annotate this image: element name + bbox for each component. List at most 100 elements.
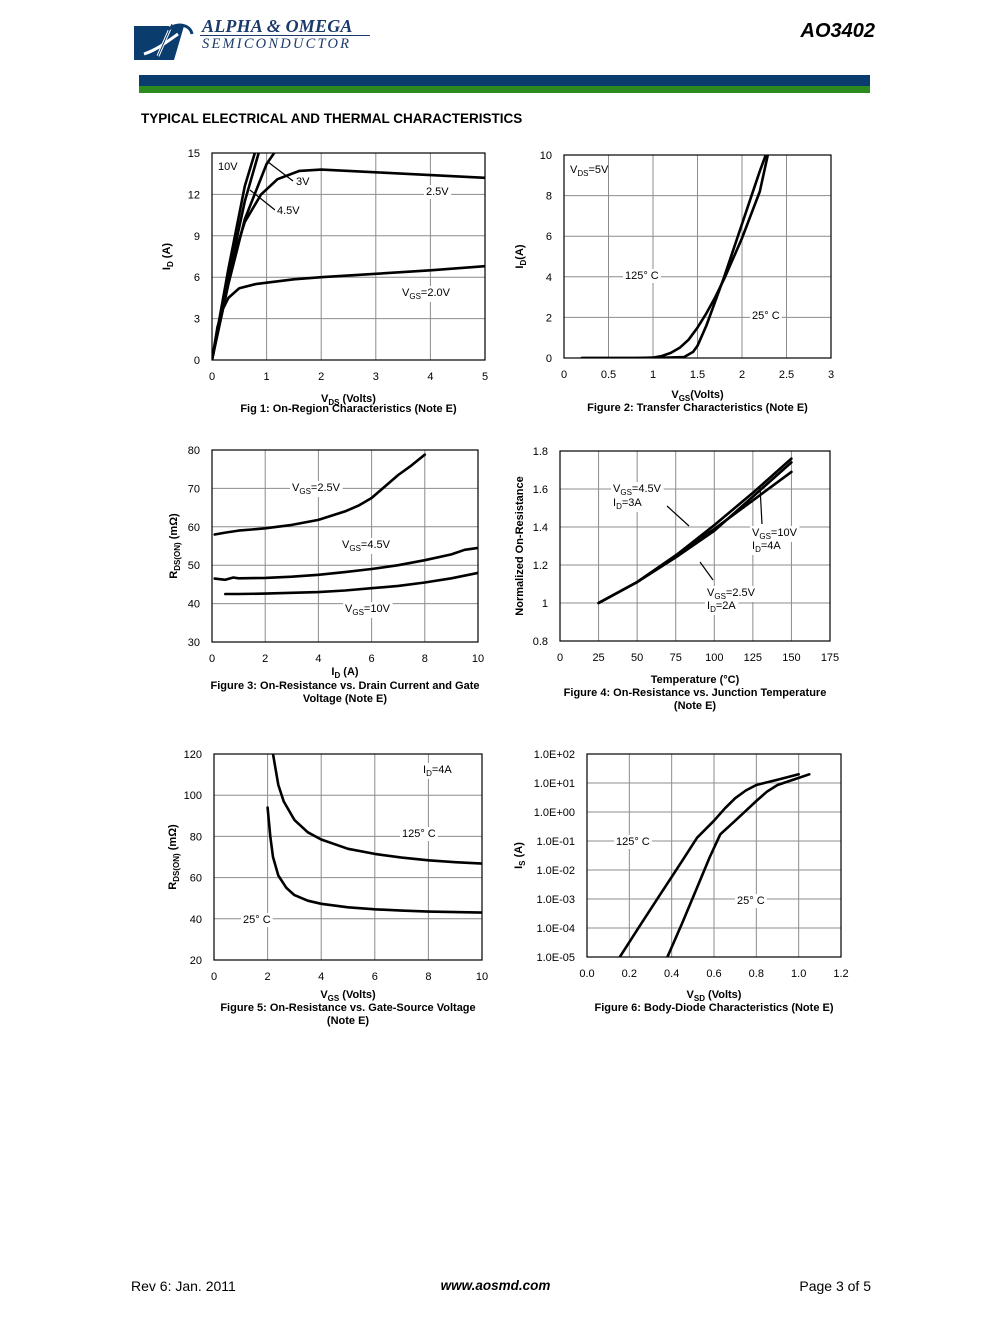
- footer-revision: Rev 6: Jan. 2011: [131, 1278, 236, 1294]
- y-tick-label: 1.0E-04: [536, 923, 575, 935]
- curve-label: 3V: [296, 176, 310, 188]
- y-tick-label: 30: [188, 637, 200, 649]
- ao-logo-icon: [134, 23, 194, 60]
- label-backdrop: [343, 602, 393, 618]
- x-axis-label: VDS (Volts): [321, 393, 376, 407]
- x-tick-label: 2: [265, 971, 271, 983]
- curve-label: 25° C: [737, 895, 765, 907]
- series-vgs-2-5v-id-2a: [597, 461, 793, 605]
- label-backdrop: [400, 286, 453, 302]
- x-tick-label: 125: [744, 652, 762, 664]
- curve-label: 125° C: [625, 270, 659, 282]
- label-backdrop: [275, 204, 303, 218]
- y-tick-label: 1.0E-01: [536, 836, 575, 848]
- series-25-c: [580, 155, 768, 358]
- y-tick-label: 1.0E-02: [536, 865, 575, 877]
- figure-caption: Figure 2: Transfer Characteristics (Note…: [587, 402, 808, 414]
- curve-label: VGS=4.5V: [342, 539, 391, 553]
- x-tick-label: 1.0: [791, 968, 806, 980]
- curve-label: 4.5V: [277, 205, 300, 217]
- series-vgs-4-5v: [213, 546, 478, 582]
- footer-website[interactable]: www.aosmd.com: [440, 1278, 551, 1293]
- y-tick-label: 0.8: [533, 636, 548, 648]
- x-axis-label: ID (A): [331, 666, 359, 680]
- label-backdrop: [611, 482, 664, 498]
- figure-caption: Figure 5: On-Resistance vs. Gate-Source …: [220, 1002, 475, 1014]
- y-tick-label: 20: [190, 955, 202, 967]
- x-tick-label: 0: [209, 653, 215, 665]
- curve-label: 10V: [218, 161, 238, 173]
- label-backdrop: [705, 586, 758, 602]
- x-tick-label: 0.5: [601, 369, 616, 381]
- figure-caption: Fig 1: On-Region Characteristics (Note E…: [240, 403, 457, 415]
- figure-caption: Figure 3: On-Resistance vs. Drain Curren…: [211, 680, 480, 692]
- x-tick-label: 4: [427, 371, 433, 383]
- y-tick-label: 0: [546, 353, 552, 365]
- y-tick-label: 2: [546, 312, 552, 324]
- y-tick-label: 70: [188, 483, 200, 495]
- curve-label: ID=4A: [752, 540, 781, 554]
- y-axis-label: ID (A): [161, 243, 175, 271]
- company-division: SEMICONDUCTOR: [202, 36, 352, 52]
- header-bar-blue: [139, 75, 870, 86]
- x-tick-label: 100: [705, 652, 723, 664]
- y-tick-label: 100: [184, 790, 202, 802]
- label-backdrop: [623, 269, 661, 283]
- y-tick-label: 1: [542, 598, 548, 610]
- x-tick-label: 8: [422, 653, 428, 665]
- figure-caption: Figure 4: On-Resistance vs. Junction Tem…: [564, 687, 827, 699]
- x-tick-label: 3: [828, 369, 834, 381]
- label-backdrop: [290, 481, 343, 497]
- x-tick-label: 2.5: [779, 369, 794, 381]
- label-backdrop: [750, 539, 784, 555]
- x-tick-label: 1.2: [833, 968, 848, 980]
- y-tick-label: 50: [188, 560, 200, 572]
- company-name: ALPHA & OMEGA: [202, 16, 353, 36]
- y-tick-label: 40: [190, 914, 202, 926]
- curve-label: VGS=4.5V: [613, 483, 662, 497]
- plot-frame: [211, 449, 479, 643]
- x-tick-label: 25: [592, 652, 604, 664]
- x-tick-label: 2: [739, 369, 745, 381]
- y-tick-label: 1.2: [533, 560, 548, 572]
- label-backdrop: [340, 538, 393, 554]
- curve-label: VGS=2.0V: [402, 287, 451, 301]
- label-backdrop: [611, 496, 645, 512]
- y-tick-label: 40: [188, 599, 200, 611]
- x-tick-label: 10: [476, 971, 488, 983]
- y-tick-label: 1.8: [533, 446, 548, 458]
- y-axis-label: Normalized On-Resistance: [514, 476, 526, 615]
- y-tick-label: 1.4: [533, 522, 548, 534]
- curve-label: ID=2A: [707, 600, 736, 614]
- header-bar-green: [139, 86, 870, 93]
- x-tick-label: 0.8: [749, 968, 764, 980]
- series-2-0v: [212, 264, 485, 360]
- y-tick-label: 60: [190, 873, 202, 885]
- curve-label: VDS=5V: [570, 164, 609, 178]
- x-tick-label: 10: [472, 653, 484, 665]
- y-tick-label: 1.0E+00: [534, 807, 575, 819]
- x-tick-label: 0.0: [579, 968, 594, 980]
- curve-label: VGS=10V: [345, 603, 391, 617]
- curve-label: VGS=10V: [752, 527, 798, 541]
- y-tick-label: 4: [546, 272, 552, 284]
- x-tick-label: 50: [631, 652, 643, 664]
- y-tick-label: 1.6: [533, 484, 548, 496]
- x-axis-label: VGS (Volts): [320, 989, 376, 1003]
- figure-4: 0 25 50 75 100 125 150 175 0.8 1 1.2 1.4 1.6 1.8 Tempe…: [500, 438, 870, 723]
- plot-frame: [563, 154, 832, 359]
- x-tick-label: 0: [209, 371, 215, 383]
- company-logo: ALPHA & OMEGA SEMICONDUCTOR: [134, 16, 374, 64]
- x-tick-label: 75: [670, 652, 682, 664]
- curve-label: 2.5V: [426, 186, 449, 198]
- series-25-c: [666, 773, 811, 957]
- curve-label: 125° C: [616, 836, 650, 848]
- series-125-c: [618, 773, 800, 957]
- figure-1: 0 1 2 3 4 5 0 3 6 9 12 15 VDS (Volts) ID (A) 10V 3V 4.5V…: [150, 140, 500, 425]
- figure-caption: (Note E): [674, 700, 717, 712]
- y-tick-label: 1.0E+02: [534, 749, 575, 761]
- x-tick-label: 6: [369, 653, 375, 665]
- leader-line: [267, 161, 294, 182]
- y-axis-label: RDS(ON) (mΩ): [168, 513, 182, 579]
- series-25-c: [266, 806, 482, 914]
